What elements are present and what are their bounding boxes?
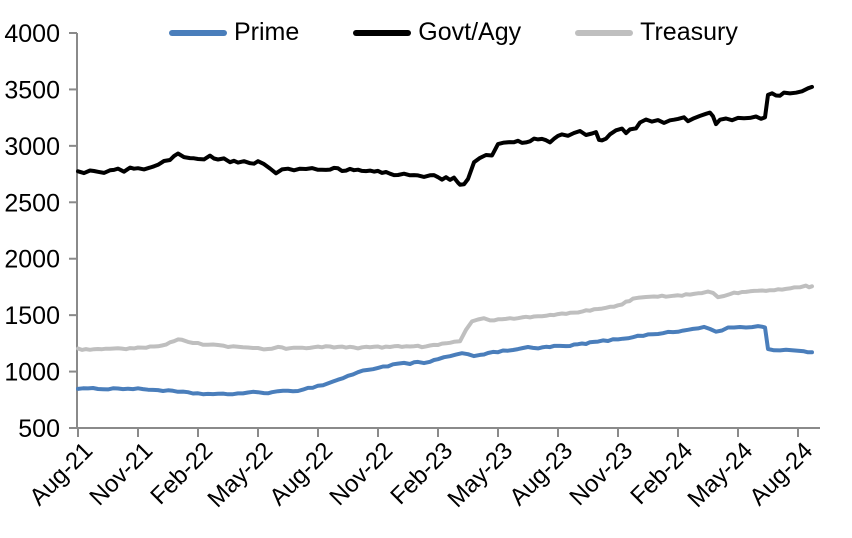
- x-tick-label-aug-24: Aug-24: [744, 437, 818, 511]
- chart-legend: Prime Govt/Agy Treasury: [169, 20, 738, 45]
- govt-agy-legend-swatch-icon: [353, 29, 412, 36]
- x-tick-label-aug-23: Aug-23: [504, 437, 578, 511]
- y-tick-label-3000: 3000: [4, 133, 60, 161]
- y-tick-label-2000: 2000: [4, 246, 60, 274]
- x-tick-label-nov-21: Nov-21: [84, 437, 158, 511]
- govt-agy-legend-label: Govt/Agy: [418, 18, 522, 46]
- y-tick-label-4000: 4000: [4, 20, 60, 48]
- prime-legend-label: Prime: [234, 18, 300, 46]
- y-tick-label-1500: 1500: [4, 302, 60, 330]
- treasury-series-line: [76, 283, 814, 352]
- x-tick-label-nov-22: Nov-22: [324, 437, 398, 511]
- x-tick-label-may-22: May-22: [203, 437, 279, 513]
- y-tick-label-3500: 3500: [4, 76, 60, 104]
- x-tick-label-aug-21: Aug-21: [24, 437, 98, 511]
- treasury-legend-swatch-icon: [575, 29, 634, 36]
- y-tick-label-500: 500: [18, 415, 60, 443]
- prime-legend-swatch-icon: [169, 29, 227, 36]
- x-tick-label-may-24: May-24: [683, 437, 759, 513]
- legend-item-treasury: Treasury: [575, 20, 738, 45]
- prime-series-line: [76, 324, 814, 397]
- x-tick-label-nov-23: Nov-23: [564, 437, 638, 511]
- y-tick-label-2500: 2500: [4, 189, 60, 217]
- treasury-legend-label: Treasury: [640, 18, 738, 46]
- govt-agy-series-line: [76, 84, 814, 187]
- legend-item-govt-agy: Govt/Agy: [353, 20, 521, 45]
- x-tick-label-may-23: May-23: [443, 437, 519, 513]
- x-tick-label-aug-22: Aug-22: [264, 437, 338, 511]
- legend-item-prime: Prime: [169, 20, 299, 45]
- y-tick-label-1000: 1000: [4, 359, 60, 387]
